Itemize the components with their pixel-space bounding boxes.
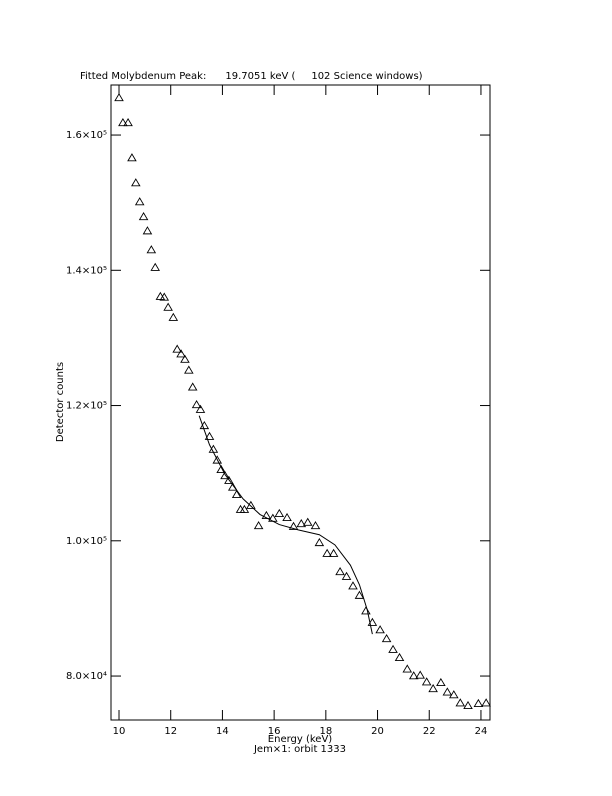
data-point [127, 153, 137, 162]
x-tick-label: 12 [164, 726, 177, 737]
data-point [131, 178, 141, 187]
chart-title: Fitted Molybdenum Peak: 19.7051 keV ( 10… [80, 71, 423, 82]
x-tick-label: 20 [371, 726, 384, 737]
data-point [195, 404, 206, 413]
data-point [421, 677, 432, 686]
plot-frame [110, 84, 491, 721]
y-tick-label: 1.0×10⁵ [66, 536, 107, 547]
x-tick-label: 24 [475, 726, 488, 737]
x-tick-label: 16 [268, 726, 281, 737]
data-point [176, 349, 186, 358]
data-point [335, 567, 345, 576]
data-point [455, 698, 466, 707]
data-point [187, 382, 198, 391]
x-tick-label: 14 [216, 726, 229, 737]
data-point [220, 470, 230, 480]
data-point [172, 344, 182, 353]
data-point [118, 117, 128, 127]
data-point [442, 687, 453, 696]
data-point [328, 548, 339, 557]
x-tick-label: 10 [113, 726, 126, 737]
data-point [354, 590, 365, 599]
data-point [296, 518, 307, 528]
fit-line [198, 415, 373, 635]
data-point [246, 500, 256, 509]
data-point [288, 521, 299, 530]
data-point [134, 197, 145, 206]
y-tick-label: 1.2×10⁵ [66, 401, 107, 412]
data-point [310, 521, 321, 530]
data-point [473, 698, 484, 708]
annotation: Jem×1: orbit 1333 [253, 744, 346, 755]
data-point [227, 482, 238, 491]
data-point [375, 625, 385, 634]
data-point [253, 521, 264, 530]
data-point [449, 690, 459, 699]
data-point [436, 677, 446, 687]
data-point [239, 504, 250, 513]
x-tick-label: 18 [319, 726, 332, 737]
data-point [138, 211, 149, 221]
x-axis-label: Energy (keV) [268, 734, 333, 745]
data-point [224, 475, 234, 484]
data-point [204, 431, 215, 440]
data-point [216, 464, 226, 474]
data-point [168, 312, 179, 321]
y-tick-label: 1.6×10⁵ [66, 130, 107, 141]
data-point [261, 510, 272, 520]
data-point [191, 399, 202, 409]
data-point [463, 700, 473, 710]
data-point [212, 455, 223, 464]
data-point [150, 262, 160, 271]
data-point [388, 644, 398, 653]
data-point [415, 670, 425, 679]
data-point [142, 226, 153, 235]
data-point [381, 633, 392, 643]
data-point [302, 517, 313, 526]
data-point [408, 671, 419, 680]
data-point [274, 508, 285, 517]
data-point [180, 354, 190, 363]
data-point [341, 571, 352, 580]
data-point [184, 365, 194, 374]
data-point [394, 652, 405, 662]
y-tick-label: 1.4×10⁵ [66, 265, 107, 276]
data-point [322, 548, 332, 557]
data-point [282, 512, 292, 522]
data-point [481, 698, 491, 707]
data-point [361, 606, 371, 615]
data-point [428, 684, 438, 693]
y-axis-label: Detector counts [55, 362, 66, 442]
data-point [402, 664, 413, 673]
y-tick-label: 8.0×10⁴ [66, 671, 107, 682]
data-point [123, 117, 133, 127]
data-point [314, 537, 325, 547]
data-point [146, 245, 157, 254]
data-point [231, 489, 242, 499]
data-point [367, 617, 378, 626]
x-tick-label: 22 [423, 726, 436, 737]
data-point [114, 92, 124, 102]
data-point [348, 581, 358, 590]
data-point [163, 302, 173, 311]
data-point [159, 292, 170, 301]
